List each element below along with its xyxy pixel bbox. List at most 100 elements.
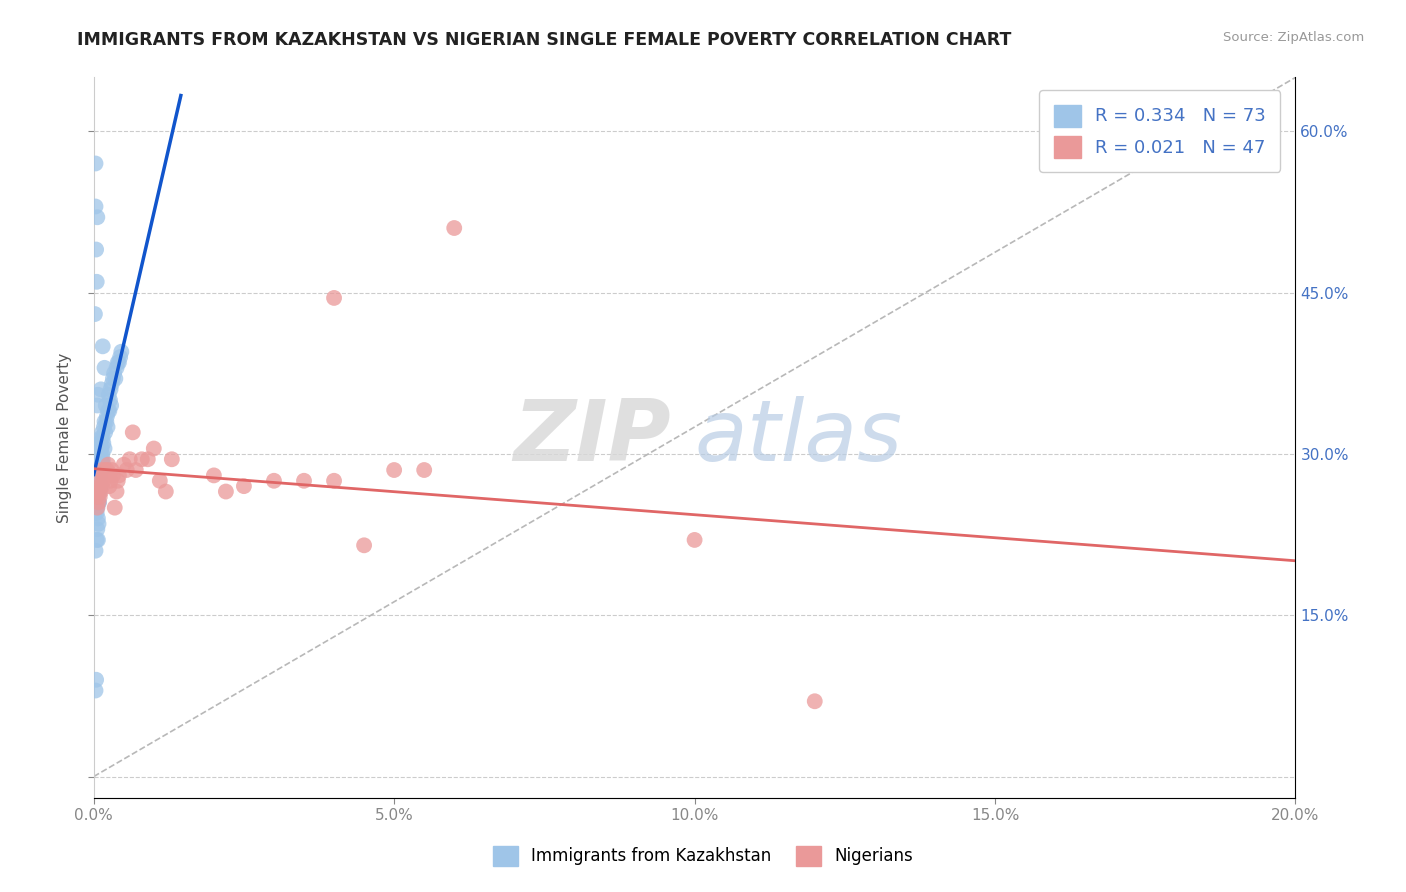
Point xyxy=(97,404,120,418)
Point xyxy=(90,431,112,445)
Point xyxy=(105,360,128,375)
Point xyxy=(100,463,122,477)
Point xyxy=(94,425,117,440)
Point xyxy=(155,484,177,499)
Point xyxy=(87,484,110,499)
Point xyxy=(91,431,114,445)
Point xyxy=(86,211,108,225)
Point xyxy=(104,371,127,385)
Point xyxy=(100,376,122,391)
Point xyxy=(84,500,107,515)
Point xyxy=(86,490,108,504)
Point xyxy=(100,474,122,488)
Point xyxy=(84,543,107,558)
Point xyxy=(97,388,120,402)
Point xyxy=(100,399,122,413)
Point xyxy=(84,683,107,698)
Point xyxy=(86,500,108,515)
Point xyxy=(84,243,107,257)
Point xyxy=(87,474,110,488)
Point xyxy=(89,490,111,504)
Point xyxy=(142,442,165,456)
Text: atlas: atlas xyxy=(695,396,903,479)
Y-axis label: Single Female Poverty: Single Female Poverty xyxy=(58,352,72,523)
Point xyxy=(91,479,114,493)
Point xyxy=(104,500,127,515)
Point xyxy=(86,484,108,499)
Point xyxy=(232,479,254,493)
Point xyxy=(91,463,114,477)
Point xyxy=(160,452,183,467)
Point xyxy=(413,463,436,477)
Point xyxy=(100,382,122,396)
Point xyxy=(89,468,111,483)
Point xyxy=(90,474,112,488)
Point xyxy=(93,415,115,429)
Point xyxy=(86,522,108,536)
Point xyxy=(93,420,115,434)
Legend: R = 0.334   N = 73, R = 0.021   N = 47: R = 0.334 N = 73, R = 0.021 N = 47 xyxy=(1039,90,1281,172)
Point xyxy=(91,468,114,483)
Text: ZIP: ZIP xyxy=(513,396,671,479)
Point xyxy=(107,355,129,369)
Point xyxy=(91,339,114,353)
Point xyxy=(86,500,108,515)
Point xyxy=(84,484,107,499)
Point xyxy=(323,474,346,488)
Point xyxy=(121,425,143,440)
Point xyxy=(89,436,111,450)
Point xyxy=(353,538,375,552)
Point xyxy=(90,463,112,477)
Point xyxy=(263,474,285,488)
Point xyxy=(108,350,131,364)
Point xyxy=(96,463,118,477)
Point xyxy=(84,307,107,321)
Point xyxy=(87,388,110,402)
Point xyxy=(93,442,115,456)
Point xyxy=(105,484,128,499)
Point xyxy=(323,291,346,305)
Point xyxy=(90,382,112,396)
Point xyxy=(131,452,153,467)
Point xyxy=(96,420,118,434)
Point xyxy=(98,393,121,408)
Point xyxy=(89,484,111,499)
Point xyxy=(90,452,112,467)
Point xyxy=(87,463,110,477)
Point xyxy=(108,468,131,483)
Point xyxy=(84,200,107,214)
Point xyxy=(87,458,110,472)
Point xyxy=(215,484,238,499)
Point xyxy=(87,495,110,509)
Point xyxy=(87,516,110,531)
Point xyxy=(91,458,114,472)
Point xyxy=(86,506,108,520)
Point xyxy=(149,474,172,488)
Point xyxy=(292,474,315,488)
Point xyxy=(84,506,107,520)
Point xyxy=(84,673,107,687)
Point xyxy=(118,452,141,467)
Point xyxy=(202,468,225,483)
Point xyxy=(89,436,111,450)
Point xyxy=(103,366,125,380)
Point xyxy=(91,452,114,467)
Point xyxy=(89,447,111,461)
Point xyxy=(94,399,117,413)
Point xyxy=(101,468,124,483)
Point xyxy=(382,463,405,477)
Point xyxy=(91,474,114,488)
Point xyxy=(136,452,159,467)
Point xyxy=(98,479,121,493)
Point xyxy=(86,468,108,483)
Text: IMMIGRANTS FROM KAZAKHSTAN VS NIGERIAN SINGLE FEMALE POVERTY CORRELATION CHART: IMMIGRANTS FROM KAZAKHSTAN VS NIGERIAN S… xyxy=(77,31,1012,49)
Point xyxy=(87,495,110,509)
Legend: Immigrants from Kazakhstan, Nigerians: Immigrants from Kazakhstan, Nigerians xyxy=(479,832,927,880)
Point xyxy=(90,484,112,499)
Point xyxy=(803,694,825,708)
Point xyxy=(89,458,111,472)
Point xyxy=(86,399,108,413)
Point xyxy=(87,490,110,504)
Point xyxy=(89,479,111,493)
Point xyxy=(107,474,129,488)
